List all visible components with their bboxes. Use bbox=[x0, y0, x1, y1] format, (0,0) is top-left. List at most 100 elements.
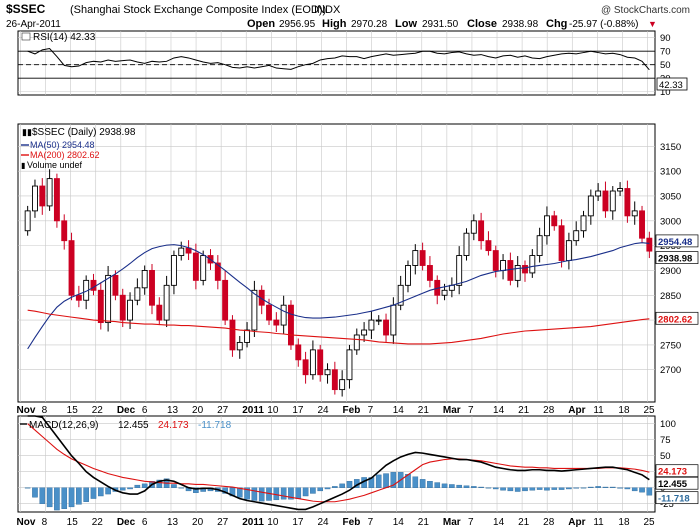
price-y-tick-label: 2750 bbox=[660, 340, 681, 351]
close-label: Close bbox=[467, 18, 497, 30]
candle-body bbox=[390, 304, 397, 336]
price-x-tick-label: 24 bbox=[317, 405, 329, 416]
volume-legend: Volume undef bbox=[27, 160, 83, 170]
macd-x-tick-label: Nov bbox=[17, 517, 36, 528]
low-label: Low bbox=[395, 18, 417, 30]
candle-body bbox=[412, 250, 419, 266]
candle-body bbox=[309, 349, 316, 376]
candle-body bbox=[646, 237, 653, 252]
candle-body bbox=[565, 240, 572, 261]
rsi-box-value: 42.33 bbox=[659, 80, 683, 91]
price-y-tick-label: 2850 bbox=[660, 291, 681, 302]
macd-histogram-bar bbox=[624, 487, 631, 490]
macd-signal-box-value: 24.173 bbox=[658, 467, 687, 478]
macd-histogram-bar bbox=[646, 487, 653, 496]
candle-body bbox=[317, 349, 324, 376]
rsi-y-tick-label: 10 bbox=[660, 87, 671, 98]
price-legend: ▮▮ $SSEC (Daily) 2938.98 MA(50) 2954.48 … bbox=[21, 127, 136, 170]
macd-histogram-bar bbox=[54, 487, 60, 511]
macd-histogram-bar bbox=[507, 487, 514, 492]
price-x-tick-label: 28 bbox=[543, 405, 555, 416]
macd-x-tick-label: 7 bbox=[368, 517, 374, 528]
macd-x-tick-label: Apr bbox=[568, 517, 585, 528]
price-x-tick-label: 25 bbox=[644, 405, 656, 416]
macd-x-tick-label: 28 bbox=[543, 517, 555, 528]
chart-date: 26-Apr-2011 bbox=[6, 19, 61, 30]
chg-value: -25.97 (-0.88%) bbox=[569, 19, 638, 30]
macd-x-tick-label: 25 bbox=[644, 517, 656, 528]
price-x-tick-label: 7 bbox=[368, 405, 374, 416]
candle-body bbox=[141, 269, 148, 289]
candle-body bbox=[500, 260, 507, 271]
macd-x-tick-label: 21 bbox=[518, 517, 530, 528]
candle-body bbox=[178, 247, 185, 257]
rsi-label: RSI(14) 42.33 bbox=[33, 32, 96, 43]
macd-histogram-bar bbox=[492, 487, 499, 490]
macd-histogram-bar bbox=[427, 481, 433, 488]
candle-body bbox=[595, 190, 602, 197]
candle-body bbox=[397, 284, 404, 306]
candle-body bbox=[302, 359, 309, 376]
price-series bbox=[24, 169, 653, 397]
candle-body bbox=[456, 255, 463, 286]
price-panel bbox=[17, 123, 656, 403]
macd-histogram-bar bbox=[602, 486, 609, 488]
macd-x-tick-label: Feb bbox=[343, 517, 361, 528]
macd-histogram-bar bbox=[32, 487, 38, 498]
macd-x-tick-label: 8 bbox=[42, 517, 48, 528]
macd-histogram-bar bbox=[419, 479, 426, 488]
close-box bbox=[655, 251, 699, 264]
ma200-line bbox=[27, 309, 650, 345]
chg-label: Chg bbox=[546, 18, 567, 30]
rsi-panel bbox=[17, 30, 656, 96]
chart-title: $SSEC bbox=[6, 2, 46, 16]
candle-body bbox=[463, 232, 470, 257]
macd-x-tick-label: 21 bbox=[418, 517, 430, 528]
candle-body bbox=[426, 265, 433, 281]
candle-body bbox=[609, 190, 616, 212]
macd-y-tick-label: -25 bbox=[660, 499, 674, 510]
candle-body bbox=[222, 279, 229, 321]
macd-histogram-bar bbox=[500, 487, 506, 491]
price-x-tick-label: 13 bbox=[167, 405, 179, 416]
candle-body bbox=[529, 255, 536, 274]
macd-histogram-bar bbox=[280, 487, 287, 500]
candle-body bbox=[280, 304, 287, 326]
price-x-tick-label: 6 bbox=[142, 405, 148, 416]
macd-histogram-bar bbox=[310, 487, 316, 494]
macd-histogram-bar bbox=[536, 487, 543, 490]
macd-histogram-bar bbox=[456, 484, 462, 488]
candle-body bbox=[295, 344, 302, 361]
macd-legend-hist: -11.718 bbox=[198, 420, 232, 431]
macd-histogram-bar bbox=[485, 487, 492, 489]
candle-body bbox=[68, 240, 75, 296]
macd-histogram-bar bbox=[375, 474, 382, 488]
price-x-tick-label: Mar bbox=[443, 405, 461, 416]
macd-hist-box-value: -11.718 bbox=[658, 494, 690, 505]
rsi-series bbox=[27, 47, 650, 71]
price-x-tick-label: 14 bbox=[493, 405, 505, 416]
candle-body bbox=[61, 220, 68, 242]
macd-x-tick-label: 18 bbox=[618, 517, 630, 528]
macd-histogram-bar bbox=[390, 472, 397, 488]
candle-body bbox=[32, 185, 38, 212]
candle-body bbox=[558, 225, 565, 261]
ma50-box bbox=[655, 234, 699, 248]
close-box-value: 2938.98 bbox=[658, 254, 692, 265]
ma50-legend: MA(50) 2954.48 bbox=[30, 140, 95, 150]
candle-body bbox=[236, 341, 243, 351]
price-x-tick-label: 22 bbox=[92, 405, 104, 416]
candle-body bbox=[617, 188, 624, 192]
high-value: 2970.28 bbox=[351, 19, 388, 30]
candle-body bbox=[46, 178, 53, 207]
macd-histogram-bar bbox=[412, 476, 419, 488]
macd-x-tick-label: 6 bbox=[142, 517, 148, 528]
candle-body bbox=[339, 379, 346, 391]
candle-body bbox=[149, 269, 155, 306]
macd-x-tick-label: 7 bbox=[468, 517, 474, 528]
macd-histogram-bar bbox=[97, 487, 104, 497]
candle-body bbox=[251, 289, 258, 331]
macd-panel bbox=[17, 415, 656, 513]
